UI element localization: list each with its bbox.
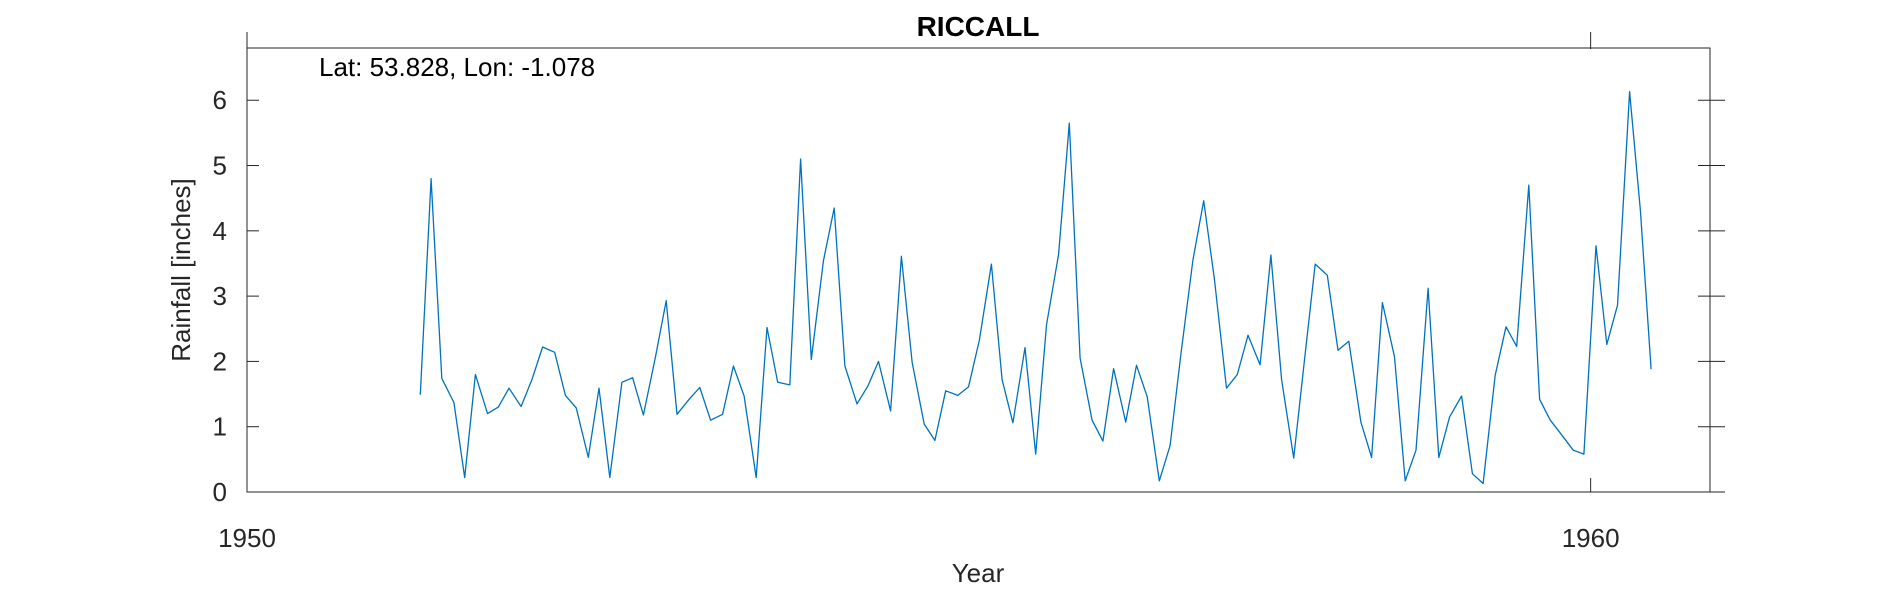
y-tick-label: 0 xyxy=(213,477,227,507)
y-tick-label: 1 xyxy=(213,412,227,442)
y-tick-label: 3 xyxy=(213,281,227,311)
x-tick-label: 1950 xyxy=(218,523,276,553)
chart-title: RICCALL xyxy=(917,11,1040,42)
rainfall-series-line xyxy=(419,91,1652,485)
x-ticks: 1950 1960 xyxy=(218,32,1620,553)
location-annotation: Lat: 53.828, Lon: -1.078 xyxy=(319,52,595,82)
y-tick-label: 4 xyxy=(213,216,227,246)
y-tick-label: 6 xyxy=(213,85,227,115)
y-tick-label: 5 xyxy=(213,151,227,181)
y-ticks-left: 0 1 2 3 4 5 6 xyxy=(213,85,259,507)
y-tick-label: 2 xyxy=(213,346,227,376)
y-ticks-right xyxy=(1698,99,1725,493)
plot-area-box xyxy=(246,47,1711,493)
x-axis-label: Year xyxy=(952,558,1005,588)
x-tick-label: 1960 xyxy=(1562,523,1620,553)
y-axis-label: Rainfall [inches] xyxy=(166,178,196,362)
